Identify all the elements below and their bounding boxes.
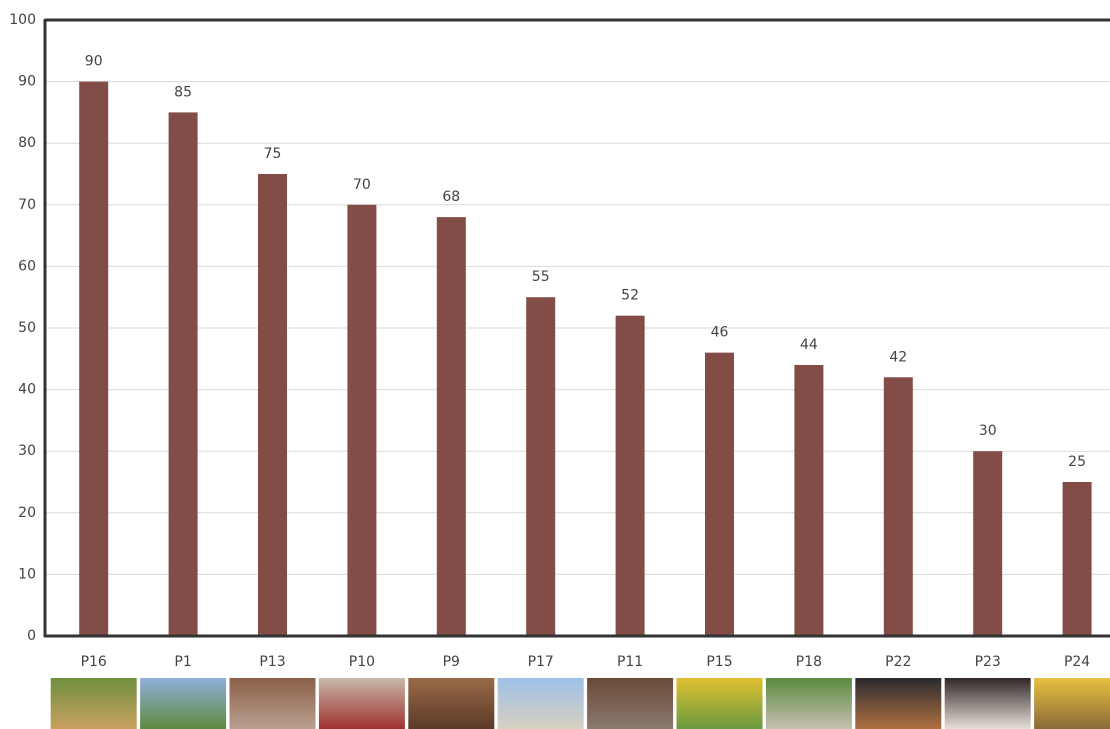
bar xyxy=(1062,482,1092,636)
value-label: 55 xyxy=(532,269,550,285)
thumbnail xyxy=(765,678,852,729)
bar xyxy=(794,364,824,636)
x-tick-label: P10 xyxy=(349,654,375,670)
y-tick-label: 60 xyxy=(18,258,36,274)
value-label: 68 xyxy=(442,189,460,205)
bar xyxy=(79,81,109,637)
x-tick-label: P23 xyxy=(975,654,1001,670)
y-tick-label: 0 xyxy=(27,628,36,644)
bar xyxy=(347,204,377,637)
thumbnail xyxy=(855,678,942,729)
x-tick-label: P22 xyxy=(885,654,911,670)
x-tick-label: P13 xyxy=(259,654,285,670)
thumbnail xyxy=(1034,678,1110,729)
value-label: 44 xyxy=(800,337,818,353)
y-tick-label: 10 xyxy=(18,566,36,582)
y-tick-label: 30 xyxy=(18,443,36,459)
grid xyxy=(45,19,1110,637)
thumbnail xyxy=(497,678,584,729)
bar xyxy=(883,377,913,636)
thumbnail xyxy=(140,678,227,729)
y-tick-label: 90 xyxy=(18,74,36,90)
y-tick-label: 40 xyxy=(18,382,36,398)
y-tick-label: 20 xyxy=(18,505,36,521)
y-tick-label: 70 xyxy=(18,197,36,213)
bar xyxy=(526,297,556,636)
thumbnail xyxy=(944,678,1031,729)
y-tick-label: 100 xyxy=(9,12,36,28)
bar xyxy=(168,112,198,636)
bar xyxy=(705,352,734,636)
value-label: 90 xyxy=(85,54,103,70)
value-label: 75 xyxy=(264,146,282,162)
x-tick-label: P16 xyxy=(81,654,107,670)
x-tick-label: P17 xyxy=(528,654,554,670)
thumbnail xyxy=(318,678,405,729)
bar xyxy=(615,315,645,636)
x-tick-label: P11 xyxy=(617,654,643,670)
thumbnail xyxy=(676,678,763,729)
x-tick-label: P1 xyxy=(174,654,191,670)
thumbnail xyxy=(50,678,137,729)
x-tick-label: P9 xyxy=(443,654,460,670)
bar xyxy=(258,174,287,636)
y-tick-label: 50 xyxy=(18,320,36,336)
bars xyxy=(79,81,1092,637)
thumbnail xyxy=(229,678,316,729)
thumbnail xyxy=(587,678,674,729)
value-label: 70 xyxy=(353,177,371,193)
value-label: 25 xyxy=(1068,454,1086,470)
thumbnail xyxy=(408,678,495,729)
x-tick-label: P15 xyxy=(706,654,732,670)
bar xyxy=(436,217,466,636)
y-tick-label: 80 xyxy=(18,135,36,151)
x-tick-label: P24 xyxy=(1064,654,1090,670)
bar xyxy=(973,451,1003,636)
value-label: 30 xyxy=(979,423,997,439)
value-label: 46 xyxy=(711,325,729,341)
value-label: 52 xyxy=(621,288,639,304)
x-tick-label: P18 xyxy=(796,654,822,670)
value-label: 42 xyxy=(889,349,907,365)
value-label: 85 xyxy=(174,84,192,100)
